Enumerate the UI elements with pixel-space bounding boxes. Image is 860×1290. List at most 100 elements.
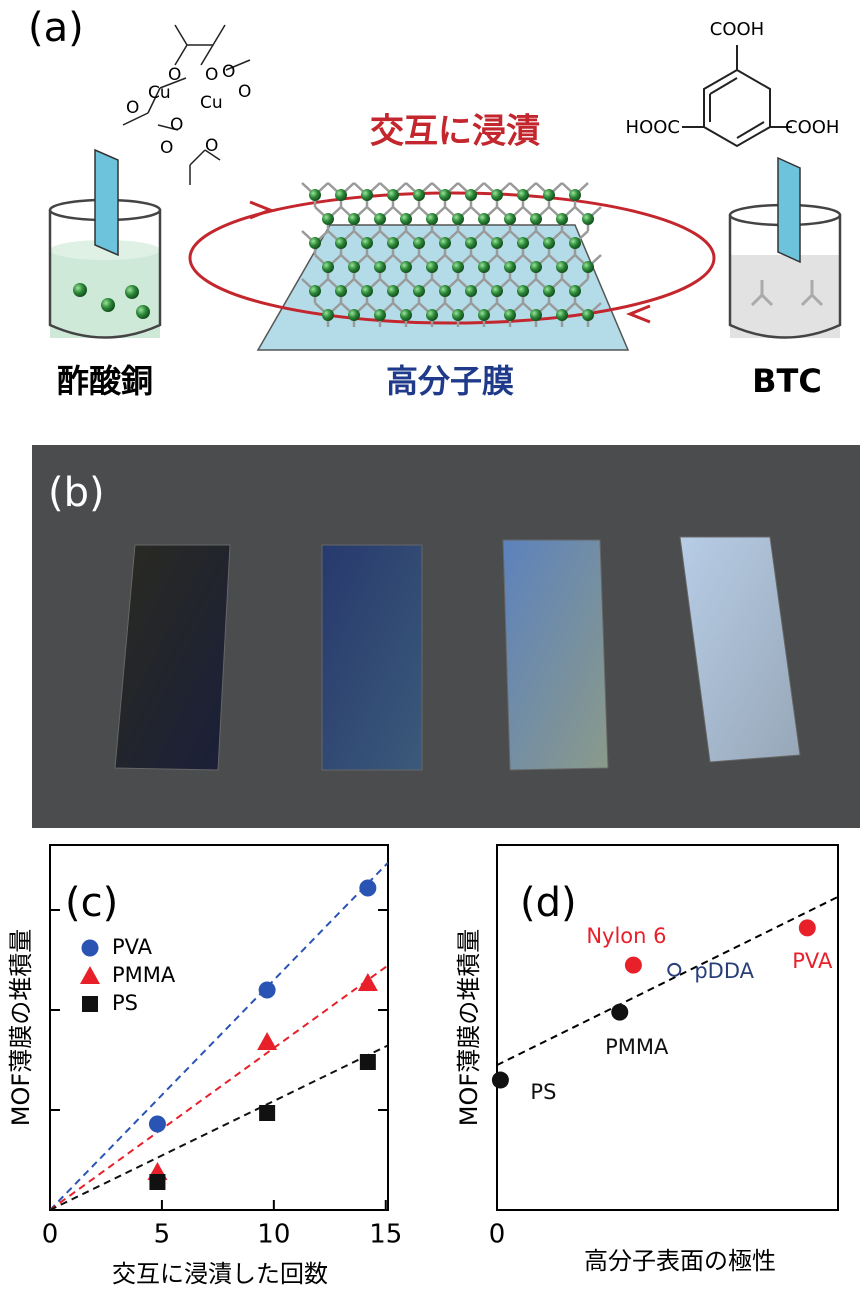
data-point bbox=[798, 919, 816, 937]
group-label: COOH bbox=[710, 19, 764, 40]
atom bbox=[335, 285, 347, 297]
atom bbox=[478, 309, 490, 321]
atom bbox=[322, 213, 334, 225]
atom bbox=[465, 237, 477, 249]
atom bbox=[400, 309, 412, 321]
atom bbox=[136, 305, 150, 319]
atom-label: O bbox=[238, 82, 251, 102]
copper-acetate: O O O Cu Cu O O O O O bbox=[122, 24, 251, 185]
data-point bbox=[359, 1054, 376, 1070]
atom bbox=[582, 309, 594, 321]
atom-label: Cu bbox=[148, 83, 171, 103]
panel-a: (a) 交互に浸漬 酢酸銅 BTC 高分子膜 O O O Cu bbox=[28, 5, 842, 400]
atom bbox=[439, 285, 451, 297]
atom bbox=[387, 237, 399, 249]
atom bbox=[530, 213, 542, 225]
atom bbox=[426, 213, 438, 225]
sample-slide bbox=[502, 539, 609, 771]
x-tick-label: 15 bbox=[369, 1220, 402, 1250]
panel-label: (a) bbox=[28, 5, 84, 51]
atom bbox=[348, 261, 360, 273]
atom bbox=[73, 283, 87, 297]
data-point bbox=[491, 1071, 509, 1089]
atom bbox=[309, 237, 321, 249]
atom bbox=[361, 189, 373, 201]
atom bbox=[413, 237, 425, 249]
atom bbox=[569, 189, 581, 201]
atom-label: O bbox=[170, 115, 183, 135]
film-strip bbox=[777, 156, 801, 264]
plot-frame bbox=[49, 844, 389, 1211]
atom bbox=[478, 213, 490, 225]
atom bbox=[387, 189, 399, 201]
atom bbox=[125, 285, 139, 299]
x-tick-label: 5 bbox=[154, 1220, 171, 1250]
atom bbox=[556, 261, 568, 273]
atom bbox=[491, 237, 503, 249]
atom bbox=[504, 309, 516, 321]
panel-b: (b) bbox=[32, 445, 860, 828]
atom bbox=[491, 189, 503, 201]
film-label: 高分子膜 bbox=[386, 362, 514, 400]
atom-label: O bbox=[126, 98, 139, 118]
atom-label: O bbox=[222, 62, 235, 82]
atom bbox=[426, 309, 438, 321]
data-point bbox=[258, 981, 276, 999]
group-label: HOOC bbox=[626, 117, 680, 138]
data-point bbox=[667, 962, 682, 977]
atom bbox=[374, 309, 386, 321]
atom bbox=[335, 189, 347, 201]
atom bbox=[465, 285, 477, 297]
linker-icon bbox=[750, 280, 824, 307]
atom bbox=[374, 261, 386, 273]
atom bbox=[348, 309, 360, 321]
atom bbox=[556, 309, 568, 321]
atom bbox=[517, 285, 529, 297]
atom bbox=[348, 213, 360, 225]
plot-area bbox=[50, 862, 388, 1210]
sample-slide bbox=[679, 536, 801, 763]
beaker bbox=[48, 210, 162, 339]
film-strip bbox=[94, 148, 119, 257]
atom bbox=[335, 237, 347, 249]
group-label: COOH bbox=[785, 117, 839, 138]
x-tick-label: 0 bbox=[489, 1220, 506, 1250]
point-label: PS bbox=[530, 1080, 556, 1104]
atom bbox=[556, 213, 568, 225]
legend-marker bbox=[80, 966, 100, 984]
point-label: PMMA bbox=[605, 1035, 669, 1059]
atom bbox=[517, 237, 529, 249]
y-axis-label: MOF薄膜の堆積量 bbox=[455, 929, 483, 1126]
atom bbox=[374, 213, 386, 225]
data-point bbox=[624, 956, 642, 974]
charts: (c) 交互に浸漬した回数 MOF薄膜の堆積量 0 5 10 15 PVA PMMA PS (d) 高… bbox=[7, 844, 839, 1288]
atom bbox=[452, 261, 464, 273]
atom bbox=[465, 189, 477, 201]
x-tick-label: 0 bbox=[42, 1220, 59, 1250]
x-axis-label: 交互に浸漬した回数 bbox=[112, 1260, 328, 1288]
point-label: pDDA bbox=[694, 959, 754, 983]
btc-structure: COOH HOOC COOH bbox=[626, 19, 839, 148]
data-point bbox=[359, 879, 377, 897]
atom bbox=[582, 213, 594, 225]
atom bbox=[361, 285, 373, 297]
mof-lattice bbox=[301, 182, 602, 327]
atom-label: O bbox=[168, 65, 181, 85]
atom bbox=[543, 189, 555, 201]
solution bbox=[730, 255, 840, 338]
atom bbox=[361, 237, 373, 249]
x-axis-label: 高分子表面の極性 bbox=[584, 1247, 776, 1275]
beaker bbox=[728, 215, 842, 339]
y-axis-label: MOF薄膜の堆積量 bbox=[7, 929, 35, 1126]
atom bbox=[439, 189, 451, 201]
sample-slide bbox=[321, 544, 423, 771]
atom-label: Cu bbox=[200, 93, 223, 113]
atom bbox=[309, 285, 321, 297]
atom bbox=[309, 189, 321, 201]
legend-label: PMMA bbox=[112, 963, 176, 987]
atom bbox=[426, 261, 438, 273]
sample-slide bbox=[114, 544, 231, 771]
